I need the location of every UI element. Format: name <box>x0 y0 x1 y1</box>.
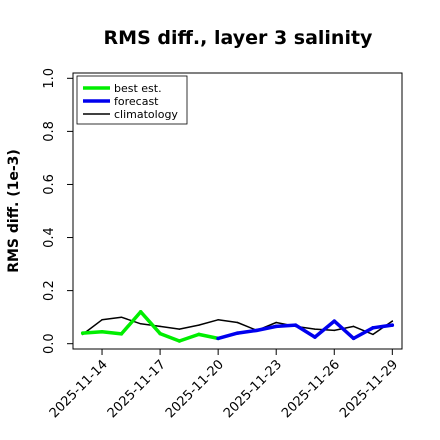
data-point-forecast <box>332 319 337 323</box>
data-point-climatology <box>236 321 239 324</box>
data-point-climatology <box>275 321 277 324</box>
series-layer <box>80 310 395 343</box>
data-point-best-est <box>138 310 143 314</box>
data-point-best-est <box>80 331 85 335</box>
data-point-forecast <box>255 328 259 333</box>
x-tick-label: 2025-11-26 <box>279 357 343 421</box>
y-tick-label: 0.4 <box>42 227 57 248</box>
x-tick-label: 2025-11-17 <box>105 357 169 421</box>
series-line-best-est <box>80 310 220 343</box>
data-point-forecast <box>390 323 395 327</box>
x-tick-label: 2025-11-20 <box>163 357 227 421</box>
data-point-climatology <box>352 325 355 328</box>
data-point-best-est <box>100 330 104 334</box>
y-tick-label: 0.0 <box>42 333 57 354</box>
data-point-climatology <box>120 316 123 318</box>
data-point-best-est <box>177 339 182 343</box>
data-point-forecast <box>235 331 240 335</box>
x-tick-label: 2025-11-23 <box>221 357 285 421</box>
x-axis: 2025-11-142025-11-172025-11-202025-11-23… <box>47 349 401 421</box>
data-point-climatology <box>217 319 219 321</box>
y-tick-label: 0.2 <box>42 280 57 301</box>
y-tick-label: 0.8 <box>42 121 57 142</box>
data-point-forecast <box>351 336 356 341</box>
data-point-best-est <box>158 331 162 336</box>
y-tick-label: 1.0 <box>42 68 57 89</box>
data-point-climatology <box>159 325 161 328</box>
data-point-forecast <box>293 323 298 327</box>
y-axis-label: RMS diff. (1e-3) <box>6 149 22 273</box>
data-point-forecast <box>371 326 375 330</box>
legend-label-forecast: forecast <box>114 95 159 108</box>
data-point-climatology <box>314 328 316 330</box>
data-point-best-est <box>119 332 124 336</box>
data-point-climatology <box>372 333 374 336</box>
data-point-forecast <box>274 324 278 329</box>
legend-label-best-est: best est. <box>114 82 162 95</box>
y-tick-label: 0.6 <box>42 174 57 195</box>
x-tick-label: 2025-11-14 <box>47 357 111 421</box>
data-point-climatology <box>198 324 200 326</box>
series-line-forecast <box>216 319 395 341</box>
data-point-climatology <box>333 329 336 332</box>
y-axis: 0.0 0.2 0.4 0.6 0.8 1.0 <box>42 68 73 354</box>
data-point-best-est <box>197 332 201 337</box>
data-point-climatology <box>178 328 181 330</box>
legend: best est. forecast climatology <box>76 75 188 125</box>
legend-label-climatology: climatology <box>114 108 178 121</box>
plot-area <box>72 72 403 350</box>
data-point-climatology <box>139 323 142 325</box>
x-tick-label: 2025-11-29 <box>337 357 401 421</box>
chart-title: RMS diff., layer 3 salinity <box>104 27 374 49</box>
data-point-forecast <box>216 336 220 341</box>
data-point-forecast <box>313 335 317 339</box>
data-point-climatology <box>391 320 394 322</box>
data-point-climatology <box>101 319 103 321</box>
